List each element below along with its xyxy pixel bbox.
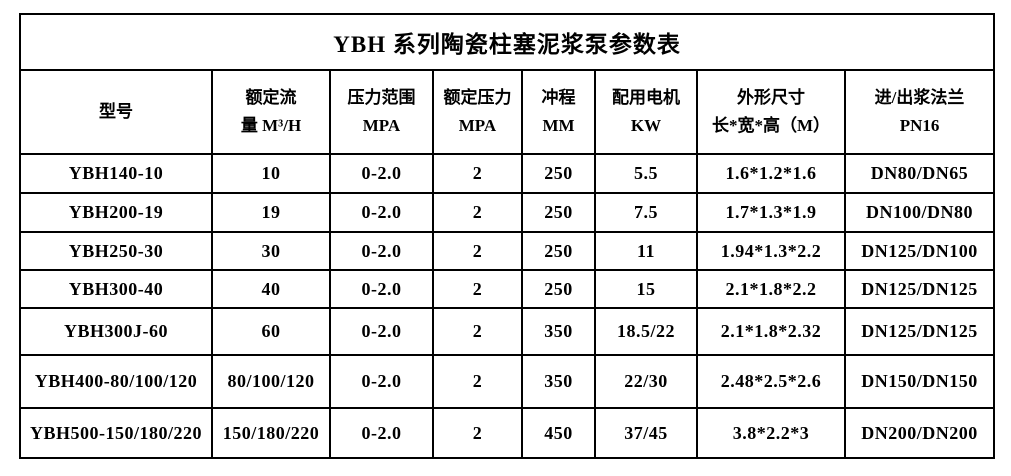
- table-header-row: 型号 额定流 量 M³/H 压力范围 MPA 额定压力 MPA 冲程 MM: [19, 69, 996, 155]
- cell-motor: 15: [594, 269, 698, 309]
- table-row: YBH250-30 30 0-2.0 2 250 11 1.94*1.3*2.2…: [19, 231, 996, 271]
- header-unit: PN16: [899, 116, 940, 135]
- header-label: 额定压力: [443, 87, 512, 107]
- cell-rated-flow: 10: [211, 153, 331, 194]
- header-label: 配用电机: [612, 87, 680, 107]
- cell-rated-pressure: 2: [432, 407, 523, 459]
- table-row: YBH300-40 40 0-2.0 2 250 15 2.1*1.8*2.2 …: [19, 269, 996, 309]
- cell-rated-pressure: 2: [432, 153, 523, 194]
- pump-parameters-section: YBH 系列陶瓷柱塞泥浆泵参数表 型号 额定流 量 M³/H 压力范围 MPA …: [18, 13, 996, 459]
- cell-dimensions: 1.94*1.3*2.2: [696, 231, 846, 271]
- header-label: 额定流: [245, 87, 297, 107]
- cell-motor: 11: [594, 231, 698, 271]
- column-header-stroke: 冲程 MM: [521, 69, 596, 155]
- table-row: YBH400-80/100/120 80/100/120 0-2.0 2 350…: [19, 354, 996, 409]
- cell-flange: DN150/DN150: [843, 354, 996, 409]
- cell-rated-pressure: 2: [432, 269, 523, 309]
- table-row: YBH200-19 19 0-2.0 2 250 7.5 1.7*1.3*1.9…: [19, 192, 996, 233]
- cell-pressure-range: 0-2.0: [329, 231, 434, 271]
- header-label: 压力范围: [347, 87, 416, 107]
- cell-motor: 5.5: [594, 153, 698, 194]
- cell-stroke: 250: [521, 192, 596, 233]
- cell-rated-pressure: 2: [432, 354, 523, 409]
- cell-pressure-range: 0-2.0: [329, 354, 434, 409]
- header-unit: 长*宽*高（M）: [711, 116, 831, 135]
- cell-flange: DN125/DN125: [843, 307, 996, 356]
- cell-pressure-range: 0-2.0: [329, 269, 434, 309]
- cell-flange: DN100/DN80: [843, 192, 996, 233]
- table-row: YBH500-150/180/220 150/180/220 0-2.0 2 4…: [19, 407, 996, 459]
- header-unit: MPA: [458, 116, 497, 135]
- cell-rated-flow: 80/100/120: [211, 354, 331, 409]
- header-label: 冲程: [541, 87, 576, 107]
- cell-dimensions: 2.1*1.8*2.2: [696, 269, 846, 309]
- header-unit: KW: [630, 116, 662, 135]
- cell-rated-flow: 19: [211, 192, 331, 233]
- cell-rated-pressure: 2: [432, 192, 523, 233]
- cell-stroke: 250: [521, 153, 596, 194]
- cell-model: YBH140-10: [19, 153, 213, 194]
- cell-dimensions: 1.6*1.2*1.6: [696, 153, 846, 194]
- header-label: 进/出浆法兰: [874, 87, 965, 107]
- cell-stroke: 250: [521, 269, 596, 309]
- column-header-model: 型号: [19, 69, 213, 155]
- header-unit: MM: [542, 116, 575, 135]
- cell-pressure-range: 0-2.0: [329, 192, 434, 233]
- cell-dimensions: 3.8*2.2*3: [696, 407, 846, 459]
- cell-stroke: 350: [521, 307, 596, 356]
- cell-flange: DN200/DN200: [843, 407, 996, 459]
- cell-flange: DN80/DN65: [843, 153, 996, 194]
- cell-motor: 37/45: [594, 407, 698, 459]
- cell-stroke: 250: [521, 231, 596, 271]
- cell-dimensions: 1.7*1.3*1.9: [696, 192, 846, 233]
- table-row: YBH300J-60 60 0-2.0 2 350 18.5/22 2.1*1.…: [19, 307, 996, 356]
- table-title-row: YBH 系列陶瓷柱塞泥浆泵参数表: [18, 13, 996, 71]
- cell-model: YBH300-40: [19, 269, 213, 309]
- cell-model: YBH500-150/180/220: [19, 407, 213, 459]
- cell-model: YBH300J-60: [19, 307, 213, 356]
- table-title: YBH 系列陶瓷柱塞泥浆泵参数表: [18, 13, 996, 71]
- cell-model: YBH400-80/100/120: [19, 354, 213, 409]
- cell-flange: DN125/DN100: [843, 231, 996, 271]
- column-header-rated-flow: 额定流 量 M³/H: [211, 69, 331, 155]
- cell-pressure-range: 0-2.0: [329, 307, 434, 356]
- table-row: YBH140-10 10 0-2.0 2 250 5.5 1.6*1.2*1.6…: [19, 153, 996, 194]
- header-label: 型号: [99, 101, 133, 121]
- column-header-motor: 配用电机 KW: [594, 69, 698, 155]
- cell-model: YBH250-30: [19, 231, 213, 271]
- cell-flange: DN125/DN125: [843, 269, 996, 309]
- header-label: 外形尺寸: [737, 87, 805, 107]
- header-unit: MPA: [362, 116, 401, 135]
- cell-stroke: 350: [521, 354, 596, 409]
- cell-rated-pressure: 2: [432, 307, 523, 356]
- column-header-flange: 进/出浆法兰 PN16: [843, 69, 996, 155]
- cell-stroke: 450: [521, 407, 596, 459]
- cell-dimensions: 2.1*1.8*2.32: [696, 307, 846, 356]
- cell-pressure-range: 0-2.0: [329, 153, 434, 194]
- cell-model: YBH200-19: [19, 192, 213, 233]
- cell-pressure-range: 0-2.0: [329, 407, 434, 459]
- cell-motor: 7.5: [594, 192, 698, 233]
- pump-parameters-table: YBH 系列陶瓷柱塞泥浆泵参数表 型号 额定流 量 M³/H 压力范围 MPA …: [18, 13, 996, 459]
- cell-rated-flow: 60: [211, 307, 331, 356]
- cell-motor: 18.5/22: [594, 307, 698, 356]
- cell-dimensions: 2.48*2.5*2.6: [696, 354, 846, 409]
- column-header-pressure-range: 压力范围 MPA: [329, 69, 434, 155]
- cell-rated-flow: 30: [211, 231, 331, 271]
- column-header-dimensions: 外形尺寸 长*宽*高（M）: [696, 69, 846, 155]
- column-header-rated-pressure: 额定压力 MPA: [432, 69, 523, 155]
- cell-motor: 22/30: [594, 354, 698, 409]
- cell-rated-pressure: 2: [432, 231, 523, 271]
- header-unit: 量 M³/H: [240, 116, 302, 135]
- cell-rated-flow: 150/180/220: [211, 407, 331, 459]
- cell-rated-flow: 40: [211, 269, 331, 309]
